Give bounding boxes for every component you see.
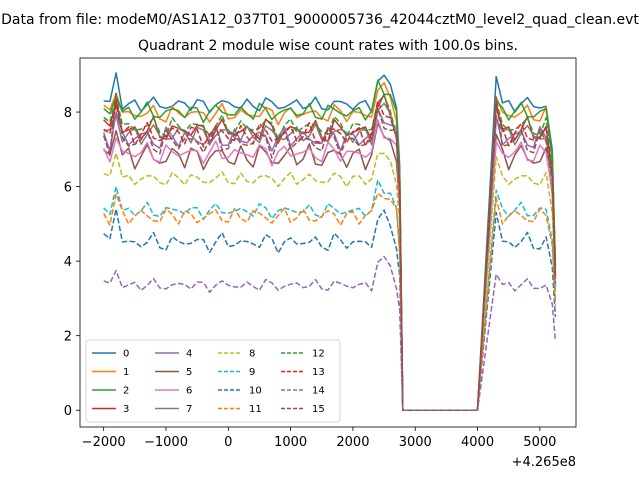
x-tick-label: 0 <box>224 435 232 450</box>
x-tick-label: 4000 <box>461 435 494 450</box>
legend-label-11: 11 <box>249 404 262 415</box>
x-tick-label: −1000 <box>144 435 188 450</box>
legend-label-8: 8 <box>249 349 255 360</box>
legend-label-14: 14 <box>312 386 325 397</box>
x-axis-offset-label: +4.265e8 <box>512 455 576 470</box>
legend-label-2: 2 <box>123 386 129 397</box>
y-tick-label: 8 <box>64 106 72 121</box>
x-tick-label: 5000 <box>523 435 556 450</box>
y-axis-ticks: 0 2 4 6 8 <box>64 106 80 419</box>
y-tick-label: 4 <box>64 255 72 270</box>
legend-label-6: 6 <box>186 386 192 397</box>
x-tick-label: −2000 <box>82 435 126 450</box>
x-tick-label: 1000 <box>274 435 307 450</box>
y-tick-label: 0 <box>64 404 72 419</box>
legend-box <box>85 339 341 423</box>
legend-label-3: 3 <box>123 404 129 415</box>
axes-title: Quadrant 2 module wise count rates with … <box>138 38 518 54</box>
legend-label-15: 15 <box>312 404 325 415</box>
x-tick-label: 2000 <box>336 435 369 450</box>
series-line-12 <box>103 94 557 411</box>
y-tick-label: 6 <box>64 181 72 196</box>
series-line-15 <box>102 92 557 411</box>
legend-label-4: 4 <box>186 349 192 360</box>
legend-label-13: 13 <box>312 367 325 378</box>
legend-label-12: 12 <box>312 349 325 360</box>
axes-frame <box>79 57 577 428</box>
legend-label-0: 0 <box>123 349 129 360</box>
legend-label-1: 1 <box>123 367 129 378</box>
legend-label-10: 10 <box>249 386 262 397</box>
legend-label-5: 5 <box>186 367 192 378</box>
plot-lines <box>102 72 557 411</box>
y-tick-label: 2 <box>64 330 72 345</box>
x-axis-ticks: −2000 −1000 0 1000 2000 3000 4000 5000 <box>82 427 556 450</box>
legend-label-9: 9 <box>249 367 255 378</box>
x-tick-label: 3000 <box>399 435 432 450</box>
legend-label-7: 7 <box>186 404 192 415</box>
figure-suptitle: Data from file: modeM0/AS1A12_037T01_900… <box>1 12 639 28</box>
